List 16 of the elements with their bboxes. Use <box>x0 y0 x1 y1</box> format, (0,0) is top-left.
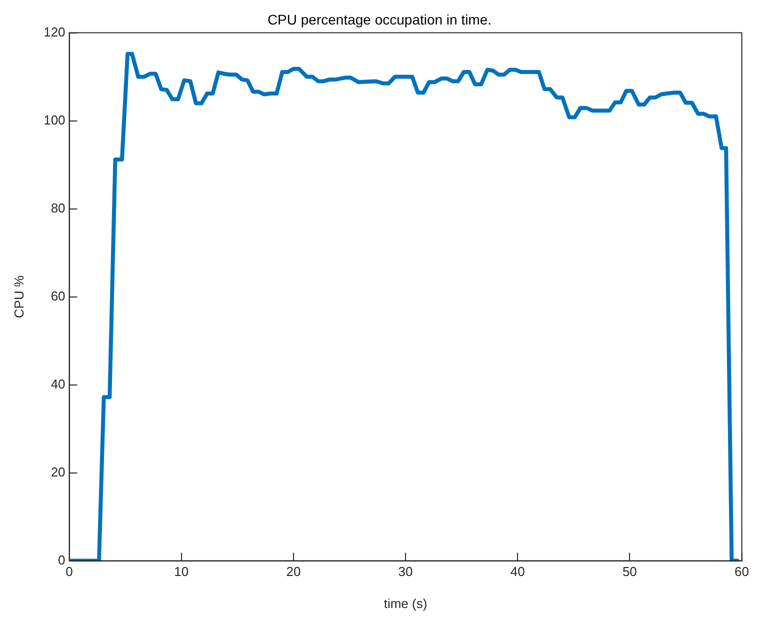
x-tick-label: 60 <box>734 564 750 580</box>
y-axis-title: CPU % <box>11 275 26 318</box>
y-tick-label: 0 <box>58 552 66 568</box>
chart-title: CPU percentage occupation in time. <box>267 11 492 28</box>
x-tick-label: 30 <box>398 564 413 580</box>
x-tick-label: 20 <box>286 564 301 580</box>
x-tick-label: 10 <box>174 564 189 580</box>
y-tick-label: 100 <box>44 112 66 128</box>
y-tick-label: 120 <box>44 24 66 40</box>
x-axis-title: time (s) <box>384 596 428 611</box>
x-tick-label: 50 <box>622 564 637 580</box>
y-tick-label: 60 <box>50 288 66 304</box>
y-tick-label: 20 <box>50 464 66 480</box>
x-tick-label: 40 <box>510 564 525 580</box>
y-tick-label: 80 <box>50 200 66 216</box>
y-tick-label: 40 <box>50 376 66 392</box>
